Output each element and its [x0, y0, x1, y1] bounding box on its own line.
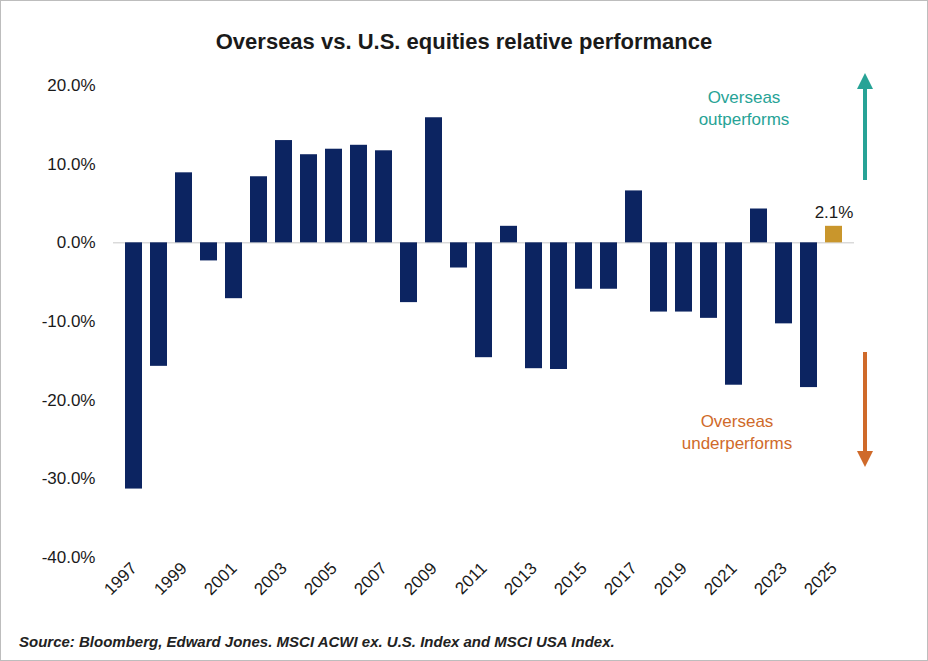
html-text:Overseas vs. U.S. equities rel: Overseas vs. U.S. equities relative perf… — [215, 29, 713, 54]
svg-text:2015: 2015 — [550, 559, 590, 599]
svg-text:2017: 2017 — [600, 559, 640, 599]
svg-text:2019: 2019 — [650, 559, 690, 599]
svg-text:2025: 2025 — [800, 559, 840, 599]
svg-text:10.0%: 10.0% — [47, 155, 95, 174]
svg-text:20.0%: 20.0% — [47, 76, 95, 95]
svg-text:-30.0%: -30.0% — [42, 469, 96, 488]
svg-text:2013: 2013 — [500, 559, 540, 599]
svg-text:2011: 2011 — [451, 559, 490, 598]
svg-text:-20.0%: -20.0% — [42, 391, 96, 410]
svg-text:1997: 1997 — [100, 559, 140, 599]
svg-text:2003: 2003 — [250, 559, 290, 599]
svg-text:-40.0%: -40.0% — [42, 548, 96, 567]
svg-text:2023: 2023 — [750, 559, 790, 599]
svg-text:1999: 1999 — [150, 559, 190, 599]
svg-text:2007: 2007 — [350, 559, 390, 599]
svg-text:2009: 2009 — [400, 559, 440, 599]
svg-text:2005: 2005 — [300, 559, 340, 599]
html-text:Source: Bloomberg, Edward Jone: Source: Bloomberg, Edward Jones. MSCI AC… — [19, 633, 615, 650]
svg-text:Overseasoutperforms: Overseasoutperforms — [699, 88, 790, 129]
svg-text:2.1%: 2.1% — [815, 203, 854, 222]
svg-text:2021: 2021 — [700, 559, 740, 599]
svg-text:2001: 2001 — [200, 559, 240, 599]
svg-text:-10.0%: -10.0% — [42, 312, 96, 331]
svg-text:Overseasunderperforms: Overseasunderperforms — [682, 412, 793, 453]
svg-text:0.0%: 0.0% — [57, 233, 96, 252]
